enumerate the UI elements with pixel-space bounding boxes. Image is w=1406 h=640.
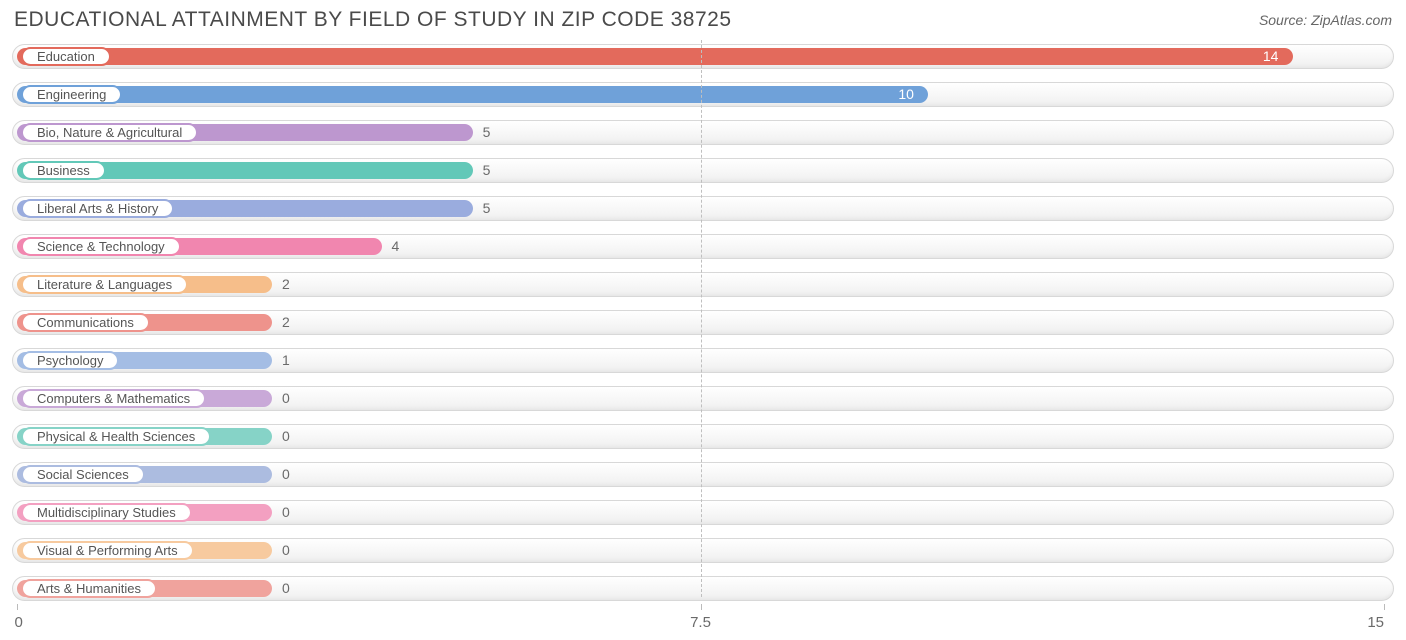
value-label: 14 <box>1263 47 1279 66</box>
category-pill: Computers & Mathematics <box>21 389 206 408</box>
category-label: Science & Technology <box>37 239 165 254</box>
value-label: 2 <box>282 275 290 294</box>
category-pill: Arts & Humanities <box>21 579 157 598</box>
category-pill: Literature & Languages <box>21 275 188 294</box>
category-label: Multidisciplinary Studies <box>37 505 176 520</box>
category-label: Literature & Languages <box>37 277 172 292</box>
value-label: 0 <box>282 541 290 560</box>
value-label: 0 <box>282 389 290 408</box>
bar-row: Psychology 1 <box>12 344 1394 377</box>
bar-fill <box>17 48 1293 65</box>
bar-row: Education 14 <box>12 40 1394 73</box>
bar-row: Communications 2 <box>12 306 1394 339</box>
axis-tick-label: 7.5 <box>690 614 711 631</box>
bar-row: Social Sciences 0 <box>12 458 1394 491</box>
category-pill: Engineering <box>21 85 122 104</box>
axis-tick-label: 15 <box>1367 614 1384 631</box>
category-pill: Science & Technology <box>21 237 181 256</box>
value-label: 1 <box>282 351 290 370</box>
bar-row: Physical & Health Sciences 0 <box>12 420 1394 453</box>
chart-header: EDUCATIONAL ATTAINMENT BY FIELD OF STUDY… <box>0 0 1406 34</box>
value-label: 0 <box>282 465 290 484</box>
category-pill: Physical & Health Sciences <box>21 427 211 446</box>
category-pill: Psychology <box>21 351 119 370</box>
category-pill: Bio, Nature & Agricultural <box>21 123 198 142</box>
category-label: Bio, Nature & Agricultural <box>37 125 182 140</box>
category-pill: Social Sciences <box>21 465 145 484</box>
category-pill: Liberal Arts & History <box>21 199 174 218</box>
value-label: 2 <box>282 313 290 332</box>
category-pill: Education <box>21 47 111 66</box>
axis-tick <box>701 604 702 610</box>
category-label: Engineering <box>37 87 106 102</box>
bar-row: Multidisciplinary Studies 0 <box>12 496 1394 529</box>
chart-title: EDUCATIONAL ATTAINMENT BY FIELD OF STUDY… <box>14 8 732 32</box>
category-label: Education <box>37 49 95 64</box>
bar-row: Literature & Languages 2 <box>12 268 1394 301</box>
value-label: 5 <box>483 123 491 142</box>
category-label: Visual & Performing Arts <box>37 543 178 558</box>
category-label: Liberal Arts & History <box>37 201 158 216</box>
value-label: 5 <box>483 199 491 218</box>
category-label: Business <box>37 163 90 178</box>
bar-row: Engineering 10 <box>12 78 1394 111</box>
category-pill: Communications <box>21 313 150 332</box>
chart-source: Source: ZipAtlas.com <box>1259 8 1392 28</box>
bar-row: Computers & Mathematics 0 <box>12 382 1394 415</box>
category-label: Psychology <box>37 353 103 368</box>
value-label: 5 <box>483 161 491 180</box>
category-label: Arts & Humanities <box>37 581 141 596</box>
value-label: 0 <box>282 427 290 446</box>
bar-row: Visual & Performing Arts 0 <box>12 534 1394 567</box>
chart-area: Education14Engineering10Bio, Nature & Ag… <box>0 34 1406 605</box>
value-label: 4 <box>392 237 400 256</box>
category-label: Communications <box>37 315 134 330</box>
category-label: Computers & Mathematics <box>37 391 190 406</box>
value-label: 10 <box>898 85 914 104</box>
bar-row: Liberal Arts & History 5 <box>12 192 1394 225</box>
value-label: 0 <box>282 503 290 522</box>
category-label: Social Sciences <box>37 467 129 482</box>
category-pill: Visual & Performing Arts <box>21 541 194 560</box>
axis-tick-label: 0 <box>14 614 22 631</box>
axis-tick <box>17 604 18 610</box>
bar-row: Science & Technology 4 <box>12 230 1394 263</box>
bar-row: Business 5 <box>12 154 1394 187</box>
axis-tick <box>1384 604 1385 610</box>
category-pill: Business <box>21 161 106 180</box>
bar-fill <box>17 86 928 103</box>
bar-row: Bio, Nature & Agricultural 5 <box>12 116 1394 149</box>
bar-row: Arts & Humanities 0 <box>12 572 1394 605</box>
value-label: 0 <box>282 579 290 598</box>
category-pill: Multidisciplinary Studies <box>21 503 192 522</box>
category-label: Physical & Health Sciences <box>37 429 195 444</box>
x-axis: 0 7.5 15 <box>12 610 1394 640</box>
